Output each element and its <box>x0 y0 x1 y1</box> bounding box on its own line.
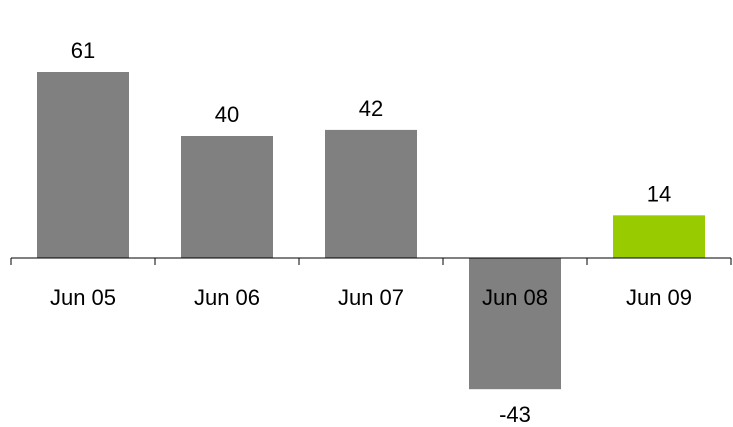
bar-jun-08 <box>469 258 561 390</box>
x-tick-label: Jun 05 <box>50 285 116 310</box>
bar-jun-05 <box>37 72 129 258</box>
x-tick-label: Jun 08 <box>482 285 548 310</box>
x-tick-label: Jun 09 <box>626 285 692 310</box>
data-label: -43 <box>499 402 531 422</box>
x-tick-label: Jun 06 <box>194 285 260 310</box>
data-label: 40 <box>215 102 239 127</box>
bars-layer <box>37 72 705 390</box>
bar-jun-07 <box>325 129 417 258</box>
data-label: 61 <box>71 38 95 63</box>
bar-jun-09 <box>613 215 705 258</box>
x-tick-label: Jun 07 <box>338 285 404 310</box>
data-label: 42 <box>359 96 383 121</box>
x-axis <box>10 257 732 265</box>
bar-jun-06 <box>181 136 273 258</box>
data-label: 14 <box>647 181 671 206</box>
